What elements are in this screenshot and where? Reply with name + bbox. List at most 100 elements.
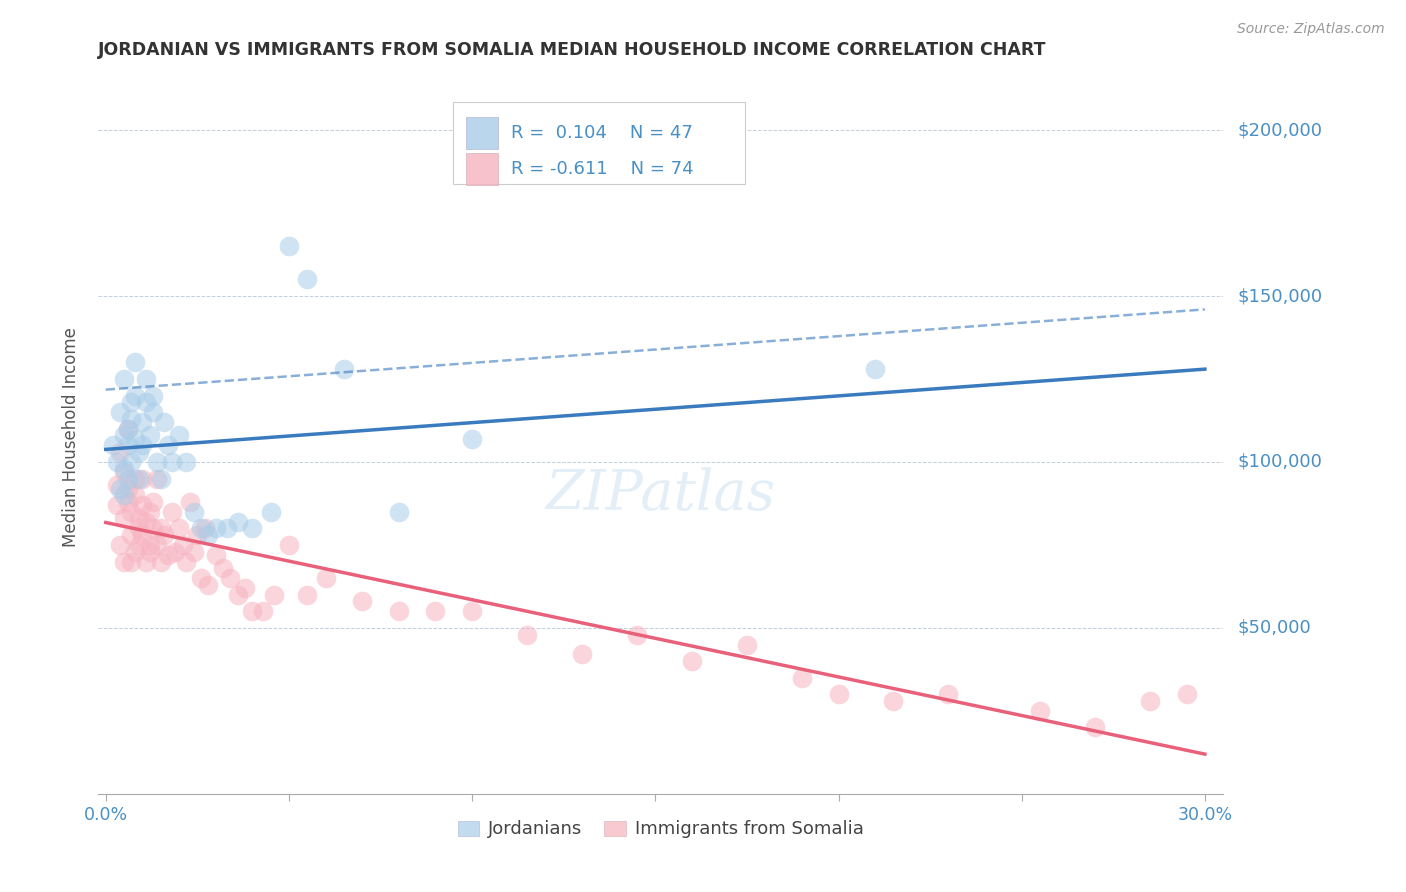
Point (165, 544, 187, 558)
Point (146, 455, 169, 469)
Text: Source: ZipAtlas.com: Source: ZipAtlas.com (1237, 22, 1385, 37)
FancyBboxPatch shape (467, 153, 498, 185)
FancyBboxPatch shape (453, 102, 745, 184)
Point (131, 528, 153, 542)
Point (131, 498, 153, 512)
Point (183, 505, 205, 519)
Text: $150,000: $150,000 (1237, 287, 1322, 305)
Point (110, 445, 132, 459)
Point (212, 561, 235, 575)
Point (278, 538, 301, 552)
FancyBboxPatch shape (467, 117, 498, 149)
Point (131, 438, 153, 452)
Point (176, 455, 198, 469)
Point (863, 362, 886, 376)
Point (138, 428, 160, 442)
Point (138, 544, 160, 558)
Point (112, 465, 135, 479)
Point (179, 495, 201, 509)
Point (461, 432, 484, 446)
Point (128, 521, 150, 535)
Point (153, 528, 176, 542)
Point (259, 505, 281, 519)
Point (149, 472, 172, 486)
Point (571, 648, 593, 662)
Point (120, 395, 142, 409)
Point (352, 594, 374, 608)
Y-axis label: Median Household Income: Median Household Income (62, 327, 80, 547)
Point (124, 355, 146, 369)
Point (117, 482, 139, 496)
Point (297, 272, 319, 286)
Point (160, 505, 183, 519)
Point (105, 455, 128, 469)
Point (263, 588, 285, 602)
Point (135, 372, 157, 386)
Point (240, 604, 263, 618)
Point (117, 472, 139, 486)
Point (128, 472, 150, 486)
Text: $200,000: $200,000 (1237, 121, 1322, 139)
Point (157, 548, 180, 562)
Point (461, 604, 484, 618)
Point (105, 478, 128, 492)
Point (117, 422, 139, 436)
Point (120, 528, 142, 542)
Point (388, 604, 411, 618)
Point (142, 495, 165, 509)
Point (112, 511, 135, 525)
Point (204, 521, 226, 535)
Point (938, 687, 960, 701)
Point (112, 488, 135, 502)
Point (388, 505, 411, 519)
Point (183, 544, 205, 558)
Point (626, 627, 648, 641)
Point (516, 627, 538, 641)
Point (882, 694, 904, 708)
Point (1175, 687, 1198, 701)
Point (112, 555, 135, 569)
Text: R = -0.611    N = 74: R = -0.611 N = 74 (512, 160, 693, 178)
Point (149, 555, 172, 569)
Point (131, 415, 153, 429)
Point (135, 515, 157, 529)
Point (252, 604, 274, 618)
Point (110, 538, 132, 552)
Text: ZIPatlas: ZIPatlas (546, 467, 776, 522)
Text: $50,000: $50,000 (1237, 619, 1310, 637)
Point (157, 438, 180, 452)
Point (790, 671, 813, 685)
Point (124, 472, 146, 486)
Point (160, 455, 183, 469)
Point (128, 538, 150, 552)
Point (142, 521, 165, 535)
Point (110, 482, 132, 496)
Point (124, 432, 146, 446)
Point (315, 571, 337, 585)
Point (190, 521, 212, 535)
Point (827, 687, 849, 701)
Legend: Jordanians, Immigrants from Somalia: Jordanians, Immigrants from Somalia (450, 814, 872, 846)
Text: JORDANIAN VS IMMIGRANTS FROM SOMALIA MEDIAN HOUSEHOLD INCOME CORRELATION CHART: JORDANIAN VS IMMIGRANTS FROM SOMALIA MED… (98, 41, 1047, 59)
Point (120, 555, 142, 569)
Point (176, 555, 198, 569)
Point (112, 461, 135, 475)
Point (120, 412, 142, 426)
Point (142, 405, 165, 419)
Point (138, 538, 160, 552)
Point (112, 428, 135, 442)
Point (1084, 721, 1107, 735)
Point (681, 654, 703, 668)
Point (105, 498, 128, 512)
Point (1139, 694, 1161, 708)
Point (112, 372, 135, 386)
Point (233, 581, 256, 595)
Point (194, 521, 217, 535)
Point (190, 571, 212, 585)
Point (124, 544, 146, 558)
Point (135, 555, 157, 569)
Point (1029, 704, 1052, 718)
Point (219, 571, 242, 585)
Point (117, 438, 139, 452)
Point (149, 521, 172, 535)
